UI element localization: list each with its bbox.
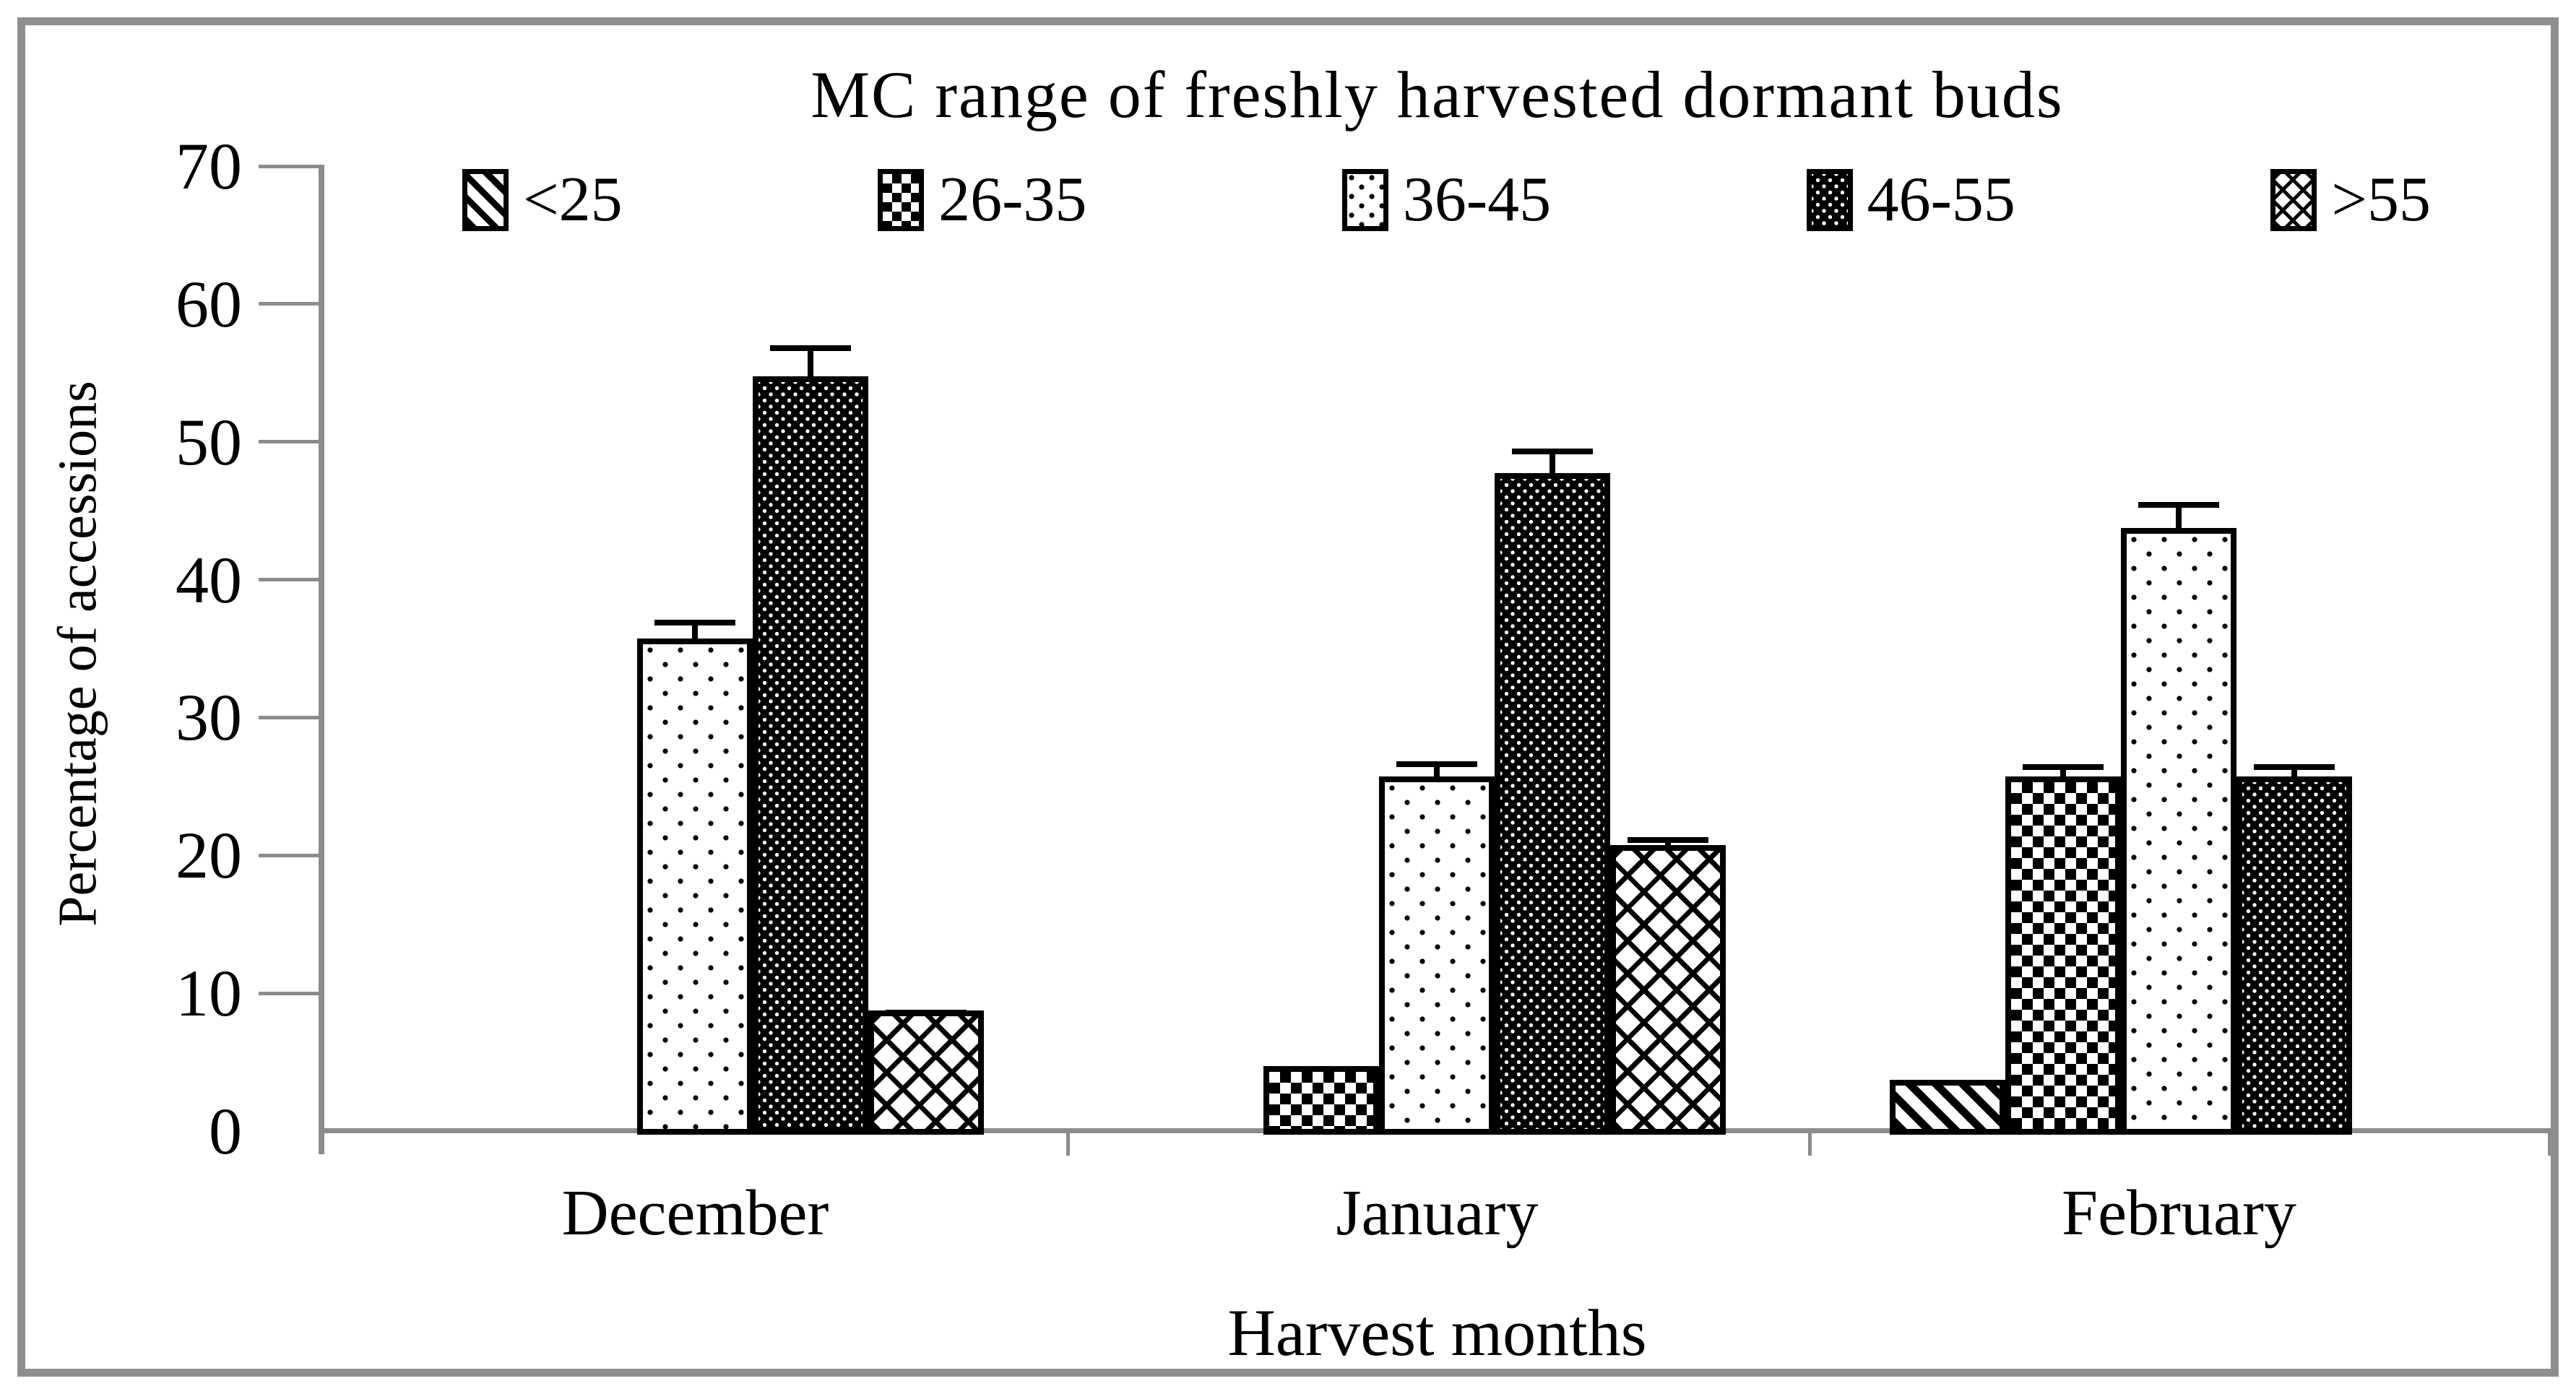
error-bar xyxy=(2176,502,2182,534)
chart-title: MC range of freshly harvested dormant bu… xyxy=(811,58,2064,131)
error-bar xyxy=(2291,763,2297,782)
bar-february-25 xyxy=(1890,1079,2005,1135)
error-bar xyxy=(923,1009,929,1017)
error-bar xyxy=(1665,837,1671,852)
error-bar xyxy=(692,619,698,644)
error-bar xyxy=(1318,1065,1324,1072)
y-tick xyxy=(259,302,319,306)
bar-february-36-45 xyxy=(2121,502,2236,1135)
error-bar xyxy=(2060,763,2066,782)
legend-item-36-45: 36-45 xyxy=(1341,163,1552,236)
legend-label: <25 xyxy=(523,165,623,235)
plot-area xyxy=(324,166,2550,1135)
legend-swatch-25-icon xyxy=(462,168,509,231)
x-tick xyxy=(2548,1130,2551,1156)
x-tick-label-january: January xyxy=(1336,1177,1539,1249)
bar-group-december xyxy=(324,166,1066,1135)
bar-january-36-45 xyxy=(1379,761,1495,1135)
y-tick-label: 50 xyxy=(176,404,242,479)
y-tick-label: 10 xyxy=(176,956,242,1031)
y-tick xyxy=(259,715,319,719)
bar-january-55 xyxy=(1610,837,1726,1135)
y-tick xyxy=(259,578,319,582)
bar-february-26-35 xyxy=(2005,763,2121,1135)
legend-item-26-35: 26-35 xyxy=(878,163,1086,236)
bar-group-january xyxy=(1066,166,1808,1135)
y-tick-label: 0 xyxy=(209,1094,242,1168)
y-tick-label: 30 xyxy=(176,680,242,755)
y-axis-title: Percentage of accessions xyxy=(47,381,108,927)
y-tick xyxy=(259,991,319,995)
y-tick xyxy=(259,164,319,168)
legend-label: 46-55 xyxy=(1867,165,2015,235)
y-tick xyxy=(259,853,319,857)
y-tick xyxy=(259,440,319,444)
y-tick-label: 70 xyxy=(176,129,242,203)
bar-group-february xyxy=(1808,166,2550,1135)
legend-swatch-55-icon xyxy=(2270,168,2317,231)
legend-item-46-55: 46-55 xyxy=(1806,163,2015,236)
legend-item-25: <25 xyxy=(462,163,623,236)
y-tick-label: 20 xyxy=(176,818,242,893)
error-bar xyxy=(808,345,813,383)
legend-swatch-36-45-icon xyxy=(1341,168,1388,231)
y-axis-line xyxy=(319,165,324,1154)
legend-label: 26-35 xyxy=(938,165,1087,235)
bar-december-55 xyxy=(868,1009,984,1135)
x-tick xyxy=(1066,1130,1070,1156)
x-axis-title: Harvest months xyxy=(1227,1296,1647,1369)
legend-label: >55 xyxy=(2331,165,2431,235)
bar-december-36-45 xyxy=(637,619,753,1135)
legend: <25 26-35 36-45 46-55 >55 xyxy=(462,163,2431,236)
x-tick xyxy=(1808,1130,1812,1156)
legend-item-55: >55 xyxy=(2270,163,2431,236)
bar-february-46-55 xyxy=(2236,763,2352,1135)
error-bar xyxy=(1434,761,1440,782)
y-tick-label: 60 xyxy=(176,267,242,341)
bar-december-46-55 xyxy=(753,345,868,1135)
x-tick-label-february: February xyxy=(2062,1177,2296,1249)
x-tick-label-december: December xyxy=(561,1177,829,1249)
bar-january-46-55 xyxy=(1495,448,1610,1135)
error-bar xyxy=(1550,448,1555,479)
legend-label: 36-45 xyxy=(1402,165,1552,235)
y-tick-label: 40 xyxy=(176,542,242,617)
legend-swatch-26-35-icon xyxy=(878,168,925,231)
legend-swatch-46-55-icon xyxy=(1806,168,1853,231)
bar-january-26-35 xyxy=(1263,1065,1379,1135)
